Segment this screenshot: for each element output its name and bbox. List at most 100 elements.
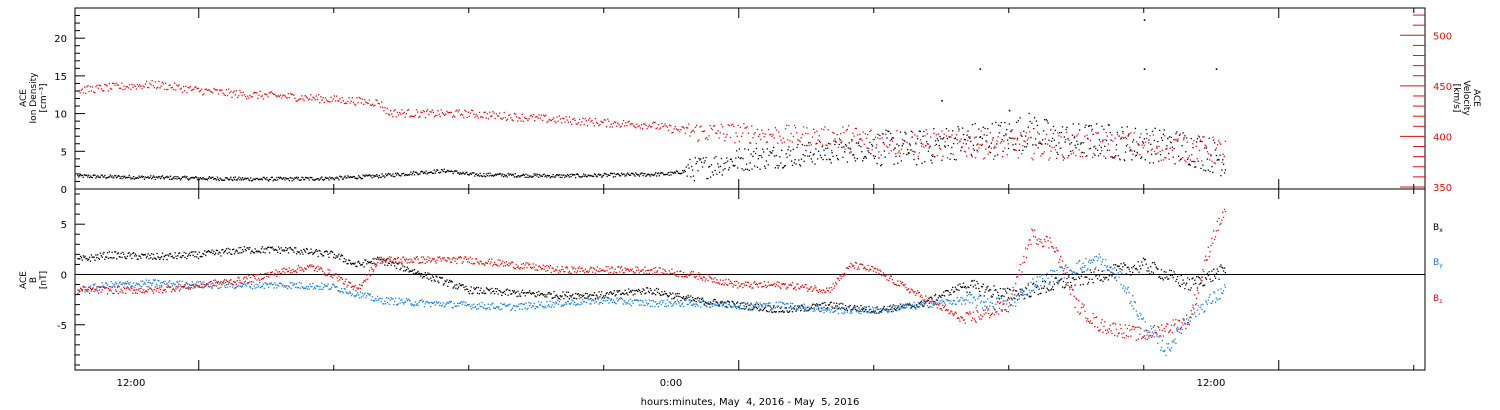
data-point [1101, 260, 1103, 263]
data-point [664, 305, 666, 307]
data-point [336, 95, 338, 97]
data-point [223, 250, 226, 253]
data-point [1140, 133, 1142, 135]
data-point [808, 309, 811, 311]
data-point [205, 178, 208, 180]
data-point [144, 254, 147, 256]
data-point [383, 110, 385, 112]
data-point [1216, 144, 1219, 146]
data-point [381, 297, 383, 300]
data-point [853, 306, 856, 309]
data-point [629, 290, 632, 292]
data-point [699, 126, 701, 128]
data-point [543, 114, 545, 116]
data-point [178, 252, 180, 255]
data-point [897, 152, 899, 154]
data-point [241, 94, 243, 97]
data-point [544, 305, 546, 307]
data-point [1195, 141, 1198, 143]
data-point [980, 144, 983, 147]
data-point [411, 270, 413, 272]
data-point [774, 127, 777, 129]
data-point [202, 252, 204, 255]
data-point [971, 156, 973, 158]
data-point [679, 296, 681, 298]
data-point [1168, 136, 1171, 138]
data-point [504, 305, 507, 307]
data-point [80, 174, 83, 177]
data-point [973, 296, 975, 298]
data-point [1033, 152, 1035, 155]
data-point [483, 290, 485, 292]
data-point [586, 175, 588, 178]
data-point [313, 286, 316, 289]
data-point [423, 276, 426, 278]
data-point [801, 305, 804, 307]
data-point [950, 293, 952, 296]
data-point [938, 304, 940, 306]
data-point [541, 293, 543, 295]
data-point [92, 256, 94, 258]
data-point [1149, 273, 1151, 275]
data-point [476, 174, 479, 177]
data-point [119, 256, 121, 258]
data-point [1172, 156, 1174, 158]
data-point [286, 248, 289, 250]
bottom-panel-frame [74, 188, 1426, 371]
data-point [955, 134, 958, 136]
data-point [205, 251, 208, 253]
data-point [669, 171, 671, 173]
data-point [1092, 281, 1094, 284]
data-point [438, 171, 440, 174]
data-point [327, 283, 329, 285]
data-point [634, 175, 636, 177]
data-point [877, 137, 879, 139]
data-point [104, 258, 106, 260]
data-point [685, 166, 687, 168]
data-point [937, 133, 940, 135]
data-point [115, 177, 118, 179]
data-point [1028, 289, 1030, 291]
data-point [111, 251, 113, 254]
data-point [295, 286, 297, 289]
data-point [597, 174, 599, 176]
data-point [481, 301, 483, 304]
data-point [1080, 275, 1083, 278]
data-point [723, 302, 725, 304]
data-point [300, 249, 302, 252]
data-point [438, 113, 440, 115]
data-point [853, 304, 856, 307]
data-point [808, 142, 810, 144]
data-point [1201, 308, 1203, 311]
data-point [457, 286, 460, 288]
data-point [628, 174, 631, 176]
data-point [191, 176, 193, 179]
data-point [1158, 160, 1160, 162]
data-point [233, 287, 236, 289]
data-point [1009, 289, 1011, 291]
data-point [877, 308, 879, 310]
data-point [1028, 295, 1030, 297]
data-point [858, 141, 860, 143]
data-point [913, 305, 915, 307]
data-point [733, 302, 735, 305]
data-point [403, 301, 406, 304]
data-point [354, 296, 356, 298]
data-point [875, 307, 877, 309]
data-point [564, 121, 566, 123]
data-point [852, 308, 854, 311]
data-point [1155, 153, 1157, 155]
data-point [353, 175, 355, 178]
data-point [1212, 136, 1214, 138]
data-point [265, 282, 267, 285]
data-point [490, 292, 492, 294]
data-point [1103, 270, 1105, 272]
data-point [425, 301, 427, 303]
data-point [1101, 270, 1103, 272]
data-point [1104, 264, 1106, 267]
data-point [138, 255, 140, 257]
data-point [117, 84, 120, 86]
data-point [486, 174, 489, 177]
data-point [93, 256, 95, 258]
